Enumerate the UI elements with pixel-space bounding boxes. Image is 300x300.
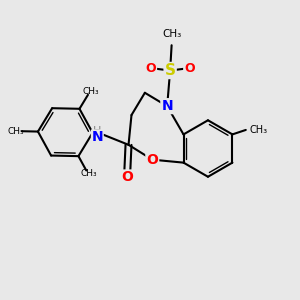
Text: CH₃: CH₃ <box>81 169 97 178</box>
Text: O: O <box>184 61 195 75</box>
Text: CH₃: CH₃ <box>249 125 268 135</box>
Text: O: O <box>121 170 133 184</box>
Text: N: N <box>161 99 173 113</box>
Text: N: N <box>92 130 103 144</box>
Text: CH₃: CH₃ <box>162 29 181 39</box>
Text: S: S <box>165 63 176 78</box>
Text: O: O <box>146 153 158 167</box>
Text: H: H <box>93 125 101 136</box>
Text: O: O <box>146 61 156 75</box>
Text: CH₃: CH₃ <box>8 127 25 136</box>
Text: CH₃: CH₃ <box>82 87 99 96</box>
